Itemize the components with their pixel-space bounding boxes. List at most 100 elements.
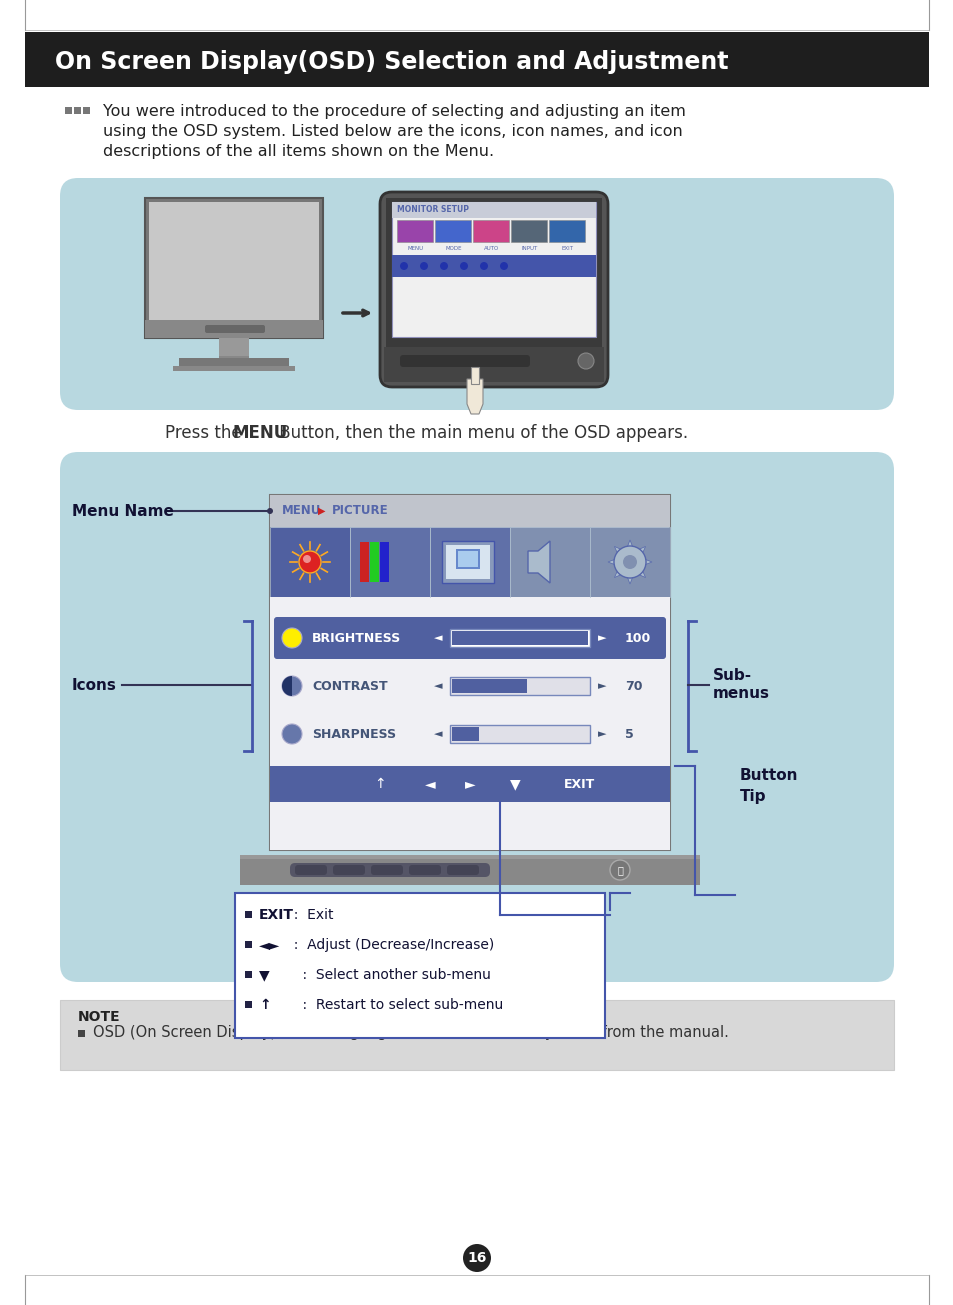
- Text: Icons: Icons: [71, 677, 117, 693]
- Bar: [245, 1001, 252, 1007]
- FancyBboxPatch shape: [409, 865, 440, 874]
- Text: Sub-: Sub-: [712, 668, 751, 684]
- Circle shape: [499, 262, 507, 270]
- Text: MENU: MENU: [282, 505, 321, 518]
- Circle shape: [267, 508, 273, 514]
- Text: 16: 16: [467, 1251, 486, 1265]
- Polygon shape: [527, 542, 550, 583]
- Bar: [392, 202, 596, 337]
- FancyBboxPatch shape: [290, 863, 490, 877]
- Text: MENU: MENU: [408, 245, 424, 251]
- Text: descriptions of the all items shown on the Menu.: descriptions of the all items shown on t…: [103, 144, 494, 159]
- Text: MONITOR SETUP: MONITOR SETUP: [396, 205, 469, 214]
- Text: menus: menus: [712, 686, 769, 702]
- Text: ►: ►: [598, 633, 605, 643]
- Polygon shape: [639, 572, 645, 578]
- Circle shape: [399, 262, 408, 270]
- Text: ►: ►: [598, 729, 605, 739]
- Text: ►: ►: [464, 776, 475, 791]
- Polygon shape: [639, 547, 645, 552]
- Bar: [219, 338, 249, 360]
- Text: :  Select another sub-menu: : Select another sub-menu: [285, 968, 491, 981]
- Text: CONTRAST: CONTRAST: [312, 680, 387, 693]
- Text: ▼: ▼: [509, 776, 519, 791]
- Bar: [450, 677, 589, 696]
- Text: ↑: ↑: [374, 776, 385, 791]
- Bar: [25, 33, 928, 87]
- Text: ◄: ◄: [424, 776, 435, 791]
- Text: SHARPNESS: SHARPNESS: [312, 727, 395, 740]
- Circle shape: [609, 860, 629, 880]
- Bar: [446, 545, 490, 579]
- Bar: [270, 527, 350, 596]
- Text: NOTE: NOTE: [78, 1010, 120, 1024]
- Bar: [392, 202, 596, 218]
- Text: ◄: ◄: [434, 633, 442, 643]
- FancyBboxPatch shape: [371, 865, 402, 874]
- Text: Menu Name: Menu Name: [71, 504, 173, 518]
- Bar: [452, 632, 587, 645]
- Bar: [219, 338, 249, 356]
- Circle shape: [282, 676, 302, 696]
- Bar: [430, 527, 510, 596]
- Polygon shape: [645, 560, 651, 564]
- Bar: [457, 551, 477, 566]
- Bar: [392, 254, 596, 277]
- Text: Button, then the main menu of the OSD appears.: Button, then the main menu of the OSD ap…: [274, 424, 687, 442]
- Bar: [350, 527, 430, 596]
- Circle shape: [439, 262, 448, 270]
- Bar: [450, 726, 589, 743]
- FancyBboxPatch shape: [399, 355, 530, 367]
- Text: 100: 100: [624, 632, 651, 645]
- Polygon shape: [471, 367, 478, 384]
- Text: AUTO: AUTO: [484, 245, 499, 251]
- Text: On Screen Display(OSD) Selection and Adjustment: On Screen Display(OSD) Selection and Adj…: [55, 50, 728, 74]
- Circle shape: [419, 262, 428, 270]
- Bar: [245, 911, 252, 917]
- Text: You were introduced to the procedure of selecting and adjusting an item: You were introduced to the procedure of …: [103, 104, 685, 119]
- Text: ↑: ↑: [258, 998, 271, 1011]
- Bar: [396, 221, 433, 241]
- Text: MENU: MENU: [233, 424, 288, 442]
- Bar: [386, 198, 601, 348]
- Bar: [179, 358, 289, 368]
- Text: MODE: MODE: [445, 245, 462, 251]
- Bar: [270, 495, 669, 850]
- Text: BRIGHTNESS: BRIGHTNESS: [312, 632, 401, 645]
- Bar: [245, 971, 252, 977]
- Polygon shape: [627, 578, 632, 585]
- Circle shape: [578, 352, 594, 369]
- Bar: [145, 320, 323, 338]
- Polygon shape: [627, 540, 632, 547]
- Bar: [511, 221, 546, 241]
- Text: EXIT: EXIT: [564, 778, 595, 791]
- Bar: [370, 542, 378, 582]
- Polygon shape: [607, 560, 614, 564]
- Text: Button: Button: [740, 769, 798, 783]
- Text: ⏻: ⏻: [617, 865, 622, 874]
- FancyBboxPatch shape: [294, 865, 327, 874]
- Bar: [510, 527, 589, 596]
- Text: 5: 5: [624, 727, 633, 740]
- Text: ▼: ▼: [258, 968, 270, 981]
- Text: Tip: Tip: [740, 788, 765, 804]
- Bar: [149, 202, 318, 322]
- Bar: [379, 542, 389, 582]
- Bar: [270, 596, 669, 850]
- Polygon shape: [614, 572, 619, 578]
- Text: 70: 70: [624, 680, 641, 693]
- Bar: [65, 107, 71, 114]
- Text: :  Restart to select sub-menu: : Restart to select sub-menu: [285, 998, 503, 1011]
- FancyBboxPatch shape: [60, 452, 893, 981]
- Bar: [172, 365, 294, 371]
- FancyBboxPatch shape: [60, 177, 893, 410]
- FancyBboxPatch shape: [205, 325, 265, 333]
- FancyBboxPatch shape: [379, 192, 607, 388]
- Bar: [435, 221, 471, 241]
- Text: ▶: ▶: [317, 506, 325, 515]
- Text: ►: ►: [598, 681, 605, 692]
- Bar: [83, 107, 90, 114]
- Bar: [450, 629, 589, 647]
- Text: INPUT: INPUT: [521, 245, 537, 251]
- Polygon shape: [467, 378, 482, 414]
